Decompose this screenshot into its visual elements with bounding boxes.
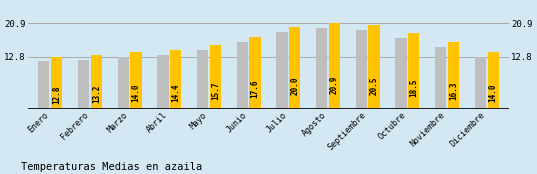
Bar <box>118 57 129 109</box>
Text: 16.3: 16.3 <box>449 81 458 100</box>
Bar <box>395 38 407 109</box>
Text: 17.6: 17.6 <box>250 80 259 98</box>
Bar <box>38 61 49 109</box>
Bar <box>408 33 419 109</box>
Text: 14.4: 14.4 <box>171 84 180 102</box>
Text: 20.9: 20.9 <box>330 76 339 94</box>
Bar <box>78 60 89 109</box>
Bar <box>51 57 62 109</box>
Bar <box>448 42 459 109</box>
Text: 15.7: 15.7 <box>211 82 220 100</box>
Bar <box>289 27 300 109</box>
Bar <box>157 55 169 109</box>
Bar <box>170 50 181 109</box>
Text: 18.5: 18.5 <box>409 79 418 97</box>
Text: 14.0: 14.0 <box>132 84 141 102</box>
Bar <box>356 30 367 109</box>
Text: 13.2: 13.2 <box>92 85 101 103</box>
Bar <box>368 25 380 109</box>
Text: 20.0: 20.0 <box>290 77 299 96</box>
Text: 14.0: 14.0 <box>489 84 498 102</box>
Bar <box>435 47 446 109</box>
Bar <box>210 45 221 109</box>
Bar <box>197 50 208 109</box>
Bar <box>130 52 142 109</box>
Bar <box>250 37 260 109</box>
Bar <box>316 28 327 109</box>
Bar <box>277 32 287 109</box>
Text: 12.8: 12.8 <box>52 85 61 104</box>
Bar <box>475 57 486 109</box>
Text: Temperaturas Medias en azaila: Temperaturas Medias en azaila <box>21 162 203 172</box>
Text: 20.5: 20.5 <box>369 76 379 95</box>
Bar <box>91 55 102 109</box>
Bar <box>237 42 248 109</box>
Bar <box>488 52 499 109</box>
Bar <box>329 23 340 109</box>
